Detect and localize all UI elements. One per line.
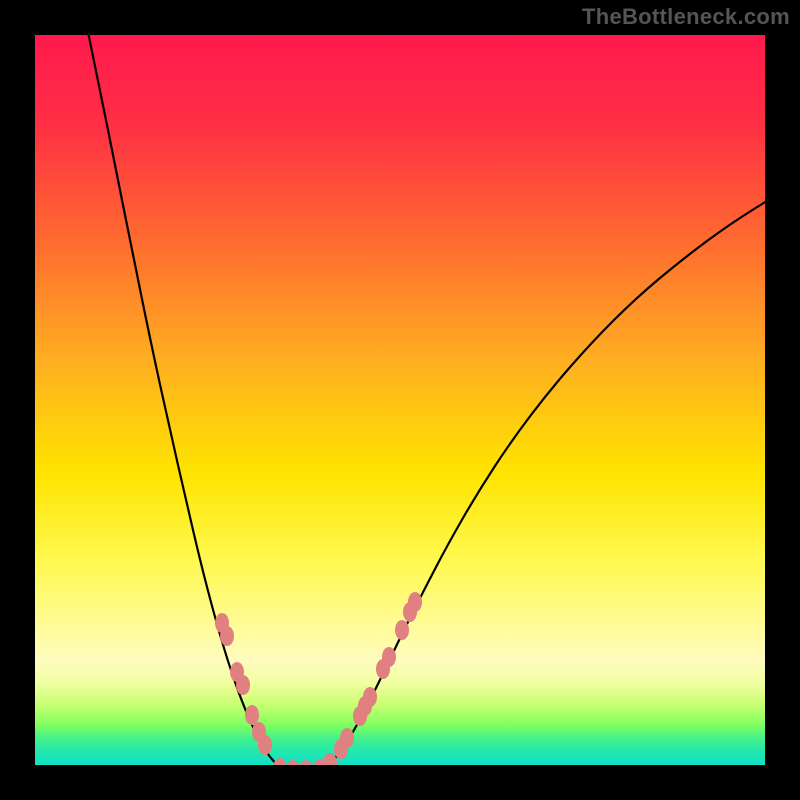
marker-point [299, 760, 313, 780]
marker-point [220, 626, 234, 646]
chart-frame: TheBottleneck.com [0, 0, 800, 800]
bottleneck-chart [0, 0, 800, 800]
marker-point [395, 620, 409, 640]
marker-point [323, 753, 337, 773]
marker-point [340, 728, 354, 748]
marker-point [245, 705, 259, 725]
marker-point [273, 758, 287, 778]
marker-point [382, 647, 396, 667]
marker-point [286, 760, 300, 780]
plot-background [35, 35, 765, 765]
marker-point [408, 592, 422, 612]
marker-point [363, 687, 377, 707]
marker-point [258, 735, 272, 755]
marker-point [236, 675, 250, 695]
